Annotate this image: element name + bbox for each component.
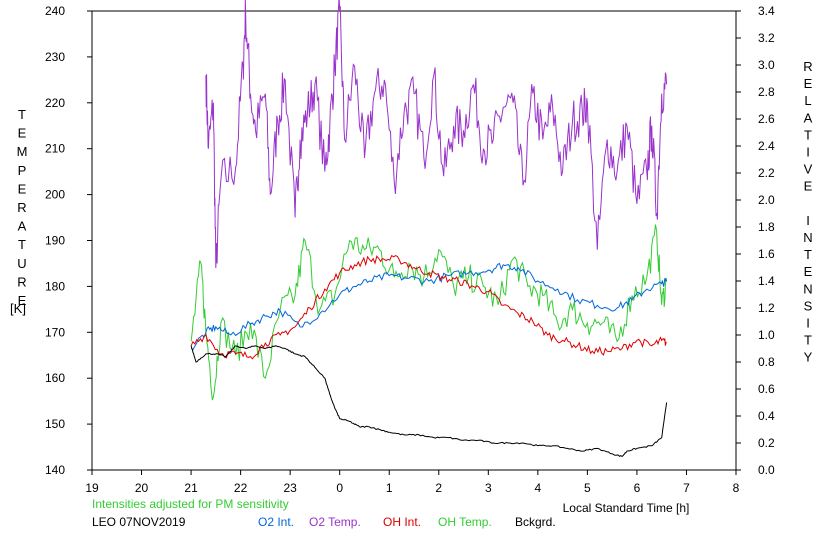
series-oh-int — [190, 254, 667, 360]
right-y-tick-label: 1.8 — [758, 220, 775, 234]
right-axis-title-letter: I — [806, 213, 810, 228]
right-y-tick-label: 3.2 — [758, 31, 775, 45]
right-y-tick-label: 3.0 — [758, 58, 775, 72]
right-axis-title-letter: I — [806, 145, 810, 160]
x-tick-label: 3 — [485, 481, 492, 495]
left-axis-title-letter: E — [18, 293, 27, 308]
right-y-tick-label: 0.4 — [758, 409, 775, 423]
left-axis-title-letter: U — [17, 256, 26, 271]
series-layer — [190, 0, 668, 458]
left-y-tick-label: 140 — [45, 463, 65, 477]
right-axis-title-letter: N — [803, 281, 812, 296]
left-y-tick-label: 220 — [45, 96, 65, 110]
right-axis-title-letter: V — [804, 162, 813, 177]
left-y-tick-label: 170 — [45, 325, 65, 339]
right-y-tick-label: 2.0 — [758, 193, 775, 207]
right-axis-title-letter: E — [804, 179, 813, 194]
x-tick-label: 6 — [634, 481, 641, 495]
right-y-tick-label: 2.6 — [758, 112, 775, 126]
right-y-tick-label: 0.8 — [758, 355, 775, 369]
right-axis-title-letter: L — [804, 93, 811, 108]
right-y-tick-label: 2.2 — [758, 166, 775, 180]
left-axis-title-letter: M — [17, 144, 28, 159]
left-axis-title-letter: R — [17, 274, 26, 289]
x-tick-label: 19 — [85, 481, 99, 495]
right-y-tick-label: 1.4 — [758, 274, 775, 288]
left-y-tick-label: 160 — [45, 371, 65, 385]
right-y-tick-label: 1.6 — [758, 247, 775, 261]
x-tick-label: 23 — [283, 481, 297, 495]
right-axis-title-letter: I — [806, 316, 810, 331]
x-axis-title: Local Standard Time [h] — [563, 501, 690, 515]
right-axis-title-letter: R — [803, 59, 812, 74]
series-oh-temp — [190, 224, 668, 401]
x-tick-label: 20 — [135, 481, 149, 495]
right-y-tick-label: 0.2 — [758, 436, 775, 450]
right-y-tick-label: 3.4 — [758, 4, 775, 18]
left-y-tick-label: 200 — [45, 188, 65, 202]
x-tick-label: 8 — [733, 481, 740, 495]
x-tick-label: 0 — [336, 481, 343, 495]
legend-o2-temp: O2 Temp. — [309, 515, 361, 529]
right-y-tick-label: 1.2 — [758, 301, 775, 315]
left-y-tick-label: 210 — [45, 142, 65, 156]
note-text: Intensities adjusted for PM sensitivity — [92, 497, 289, 511]
series-bckgrd — [190, 345, 668, 458]
left-y-tick-label: 240 — [45, 4, 65, 18]
right-axis-title-letter: N — [803, 230, 812, 245]
left-axis-title-letter: R — [17, 200, 26, 215]
right-y-tick-label: 0.0 — [758, 463, 775, 477]
x-tick-label: 7 — [683, 481, 690, 495]
right-y-tick-label: 1.0 — [758, 328, 775, 342]
x-tick-label: 4 — [535, 481, 542, 495]
station-label: LEO 07NOV2019 — [92, 515, 186, 529]
left-y-tick-label: 230 — [45, 50, 65, 64]
left-axis-title-letter: E — [18, 126, 27, 141]
left-y-tick-label: 180 — [45, 279, 65, 293]
legend-bckgrd: Bckgrd. — [515, 515, 556, 529]
x-tick-label: 1 — [386, 481, 393, 495]
left-axis-unit: [K] — [10, 301, 26, 316]
x-tick-label: 5 — [584, 481, 591, 495]
right-y-tick-label: 2.8 — [758, 85, 775, 99]
left-y-tick-label: 190 — [45, 234, 65, 248]
legend-o2-int: O2 Int. — [258, 515, 294, 529]
legend: O2 Int. O2 Temp. OH Int. OH Temp. Bckgrd. — [258, 515, 556, 529]
right-axis-title-letter: T — [804, 333, 812, 348]
right-axis-title-letter: Y — [804, 350, 813, 365]
legend-oh-int: OH Int. — [383, 515, 421, 529]
left-axis-title-letter: P — [18, 163, 27, 178]
right-y-tick-label: 2.4 — [758, 139, 775, 153]
series-o2-temp — [205, 0, 668, 269]
right-y-tick-label: 0.6 — [758, 382, 775, 396]
left-axis-title-letter: T — [18, 107, 26, 122]
x-tick-label: 22 — [234, 481, 248, 495]
legend-oh-temp: OH Temp. — [438, 515, 492, 529]
axis-layer: 19 20 21 22 23 0 1 2 3 4 5 6 7 8140150160170180190200… — [45, 4, 775, 495]
left-axis-title-letter: E — [18, 181, 27, 196]
right-axis-title-letter: E — [804, 76, 813, 91]
right-axis-title-letter: T — [804, 247, 812, 262]
right-axis-title-letter: T — [804, 127, 812, 142]
left-axis-title-letter: T — [18, 237, 26, 252]
plot-area — [91, 10, 737, 471]
right-axis-title-letter: E — [804, 264, 813, 279]
x-tick-label: 2 — [435, 481, 442, 495]
left-y-tick-label: 150 — [45, 417, 65, 431]
series-o2-int — [190, 262, 668, 351]
left-axis-title-letter: A — [18, 219, 27, 234]
x-tick-label: 21 — [184, 481, 198, 495]
right-axis-title-letter: A — [804, 110, 813, 125]
right-axis-title-letter: S — [804, 298, 813, 313]
